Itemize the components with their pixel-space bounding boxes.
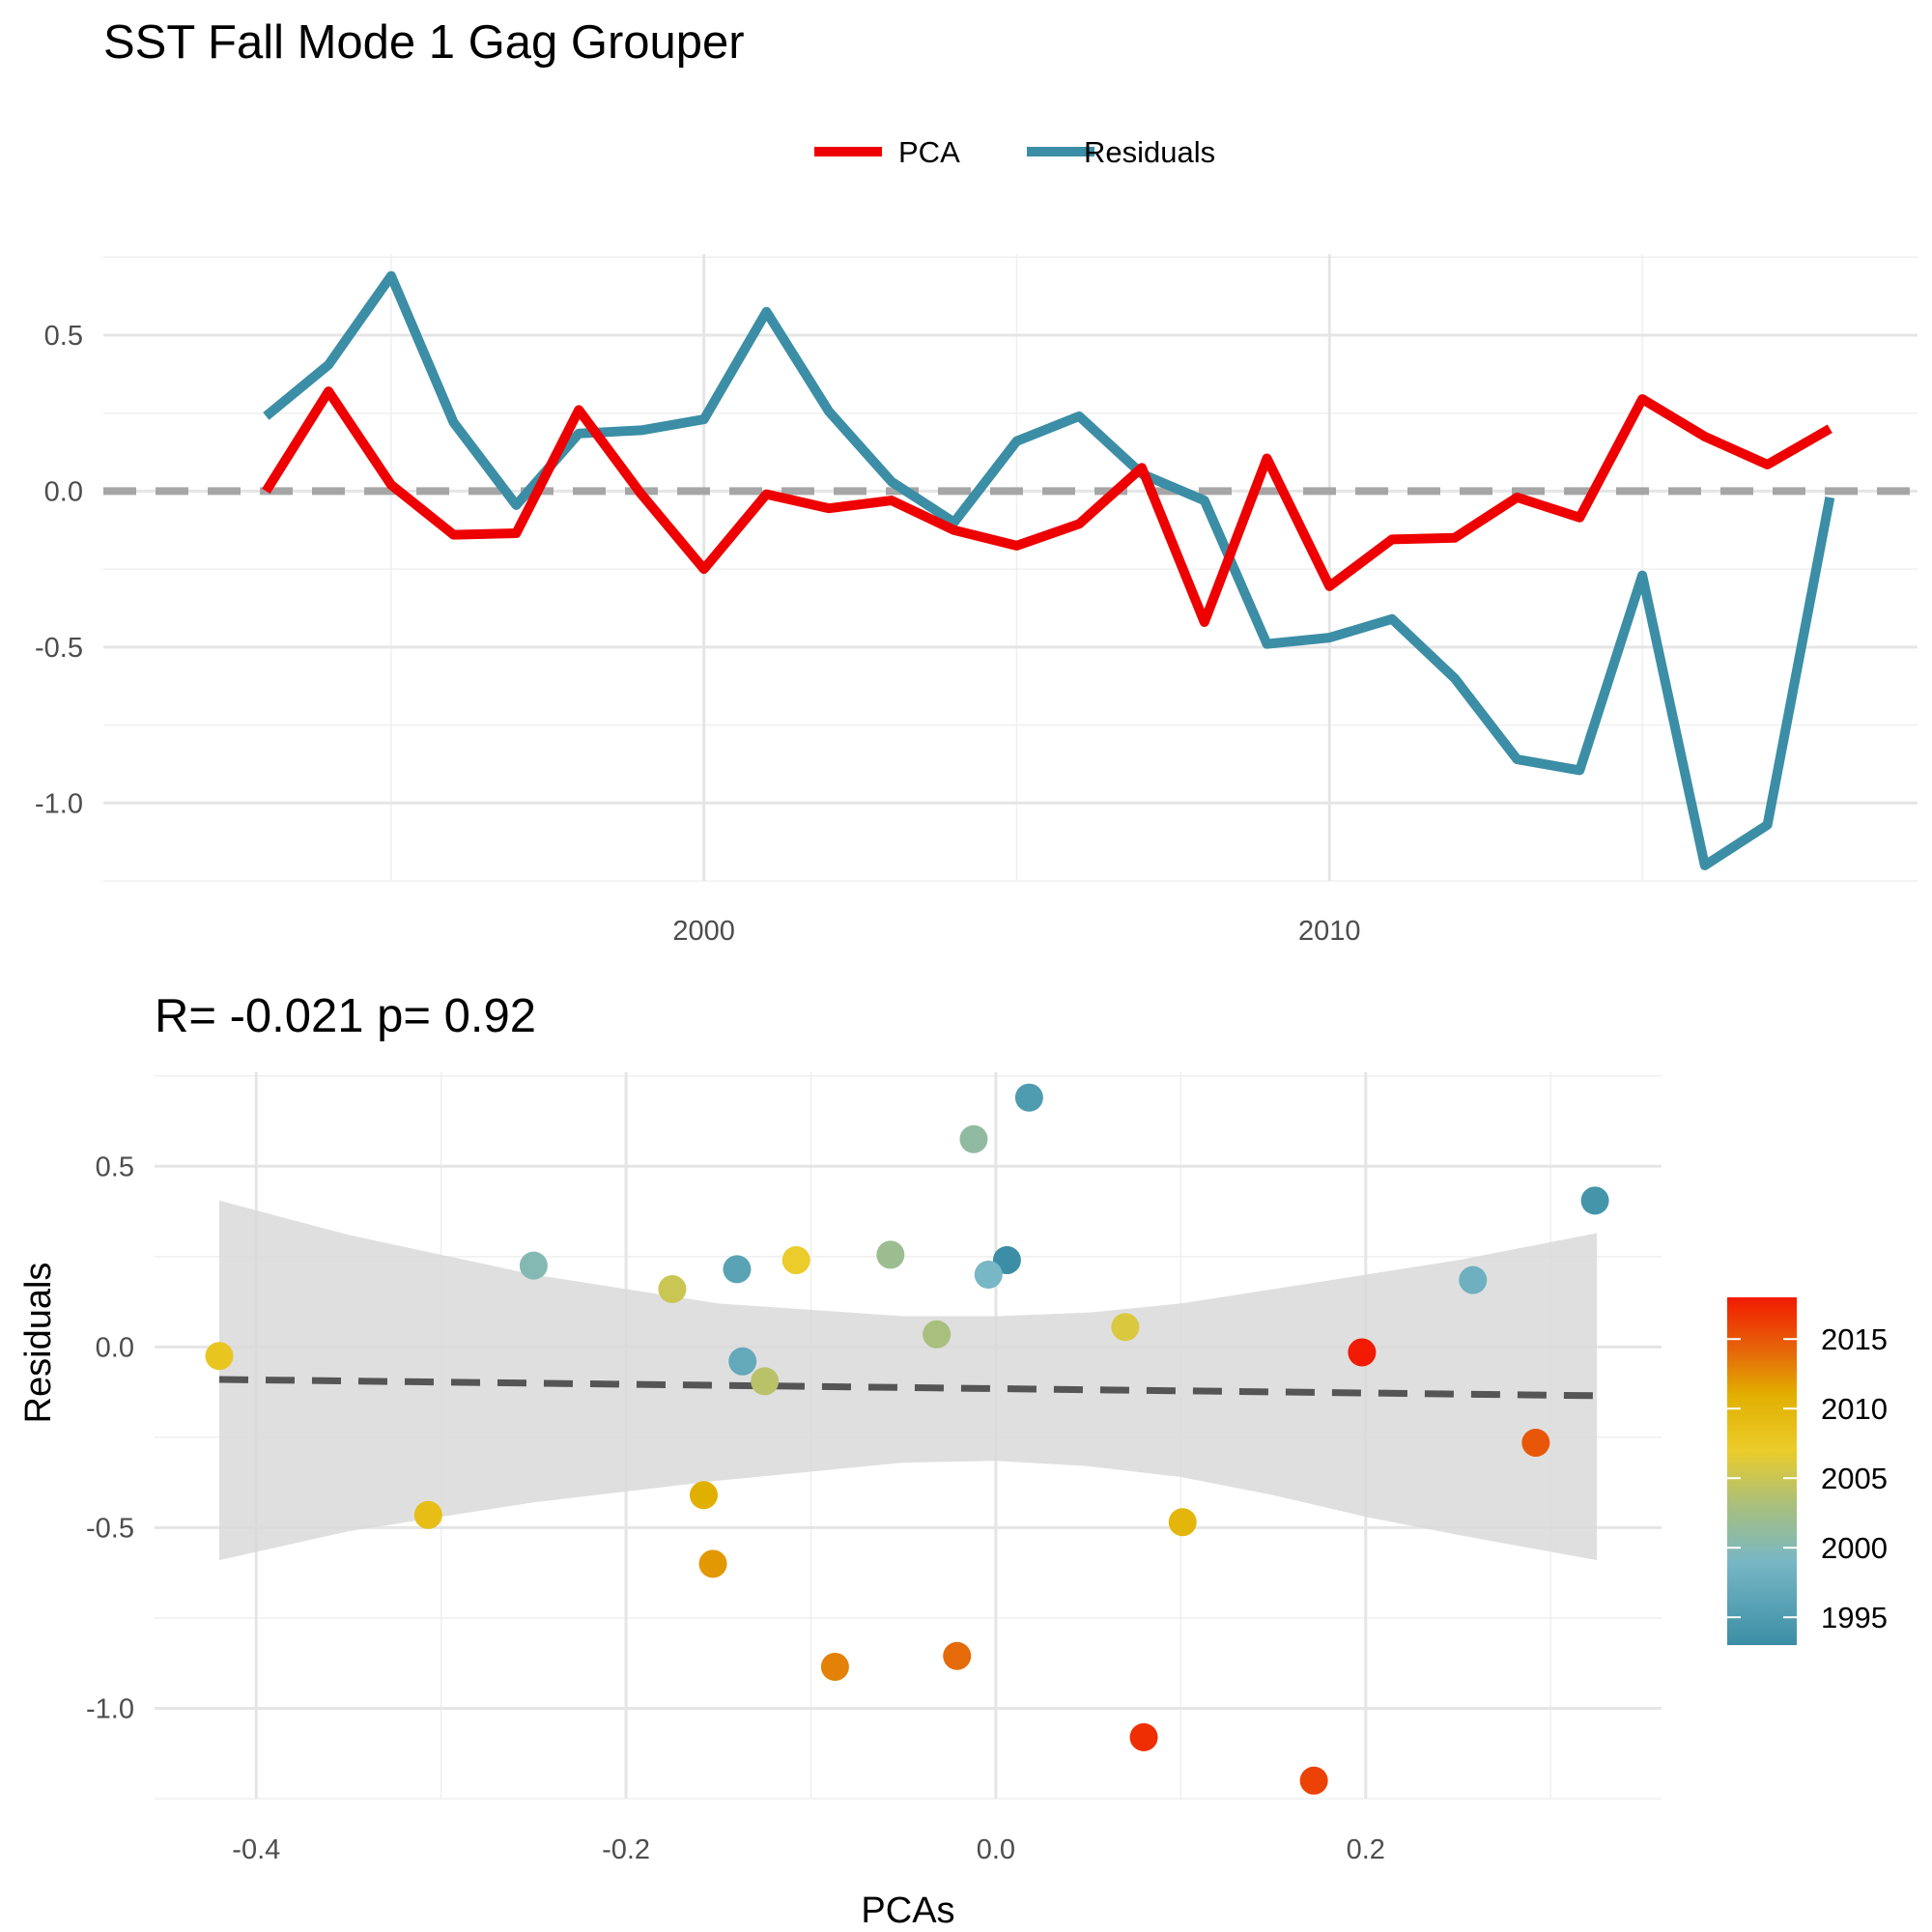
- confidence-band: [219, 1200, 1597, 1561]
- colorbar-tick-label: 2005: [1821, 1462, 1888, 1495]
- colorbar-gradient: [1727, 1297, 1797, 1645]
- colorbar-ticks: 1995 2000 2005 2010 2015: [1727, 1322, 1888, 1634]
- sc-y-tick-label: 0.5: [96, 1151, 134, 1182]
- series-line-pca: [262, 386, 1833, 627]
- scatter-point-2007: [781, 1246, 810, 1275]
- colorbar-tick-label: 2010: [1821, 1392, 1888, 1426]
- scatter-point-2004: [751, 1367, 780, 1396]
- y-axis-label: Residuals: [18, 1263, 59, 1424]
- scatter-point-2005: [658, 1274, 687, 1303]
- scatter-point-1996: [723, 1255, 752, 1284]
- sc-x-tick-label: 0.0: [977, 1834, 1015, 1865]
- scatter-point-2015: [1521, 1428, 1550, 1457]
- ts-y-tick-label: 0.5: [44, 321, 83, 352]
- scatter-point-2008: [205, 1342, 234, 1371]
- time-series-gridlines: [103, 254, 1918, 882]
- colorbar-tick-label: 1995: [1821, 1601, 1888, 1634]
- scatter-point-2011: [689, 1481, 718, 1510]
- colorbar-tick-label: 2000: [1821, 1531, 1888, 1565]
- year-colorbar: 1995 2000 2005 2010 2015: [1727, 1297, 1888, 1645]
- ts-y-tick-label: -0.5: [35, 633, 83, 664]
- sc-y-tick-label: -0.5: [86, 1513, 134, 1544]
- correlation-subtitle: R= -0.021 p= 0.92: [155, 990, 536, 1042]
- sc-x-tick-label: -0.4: [232, 1834, 280, 1865]
- legend-label-pca: PCA: [898, 135, 960, 169]
- scatter-point-2017: [1129, 1722, 1158, 1751]
- ts-y-tick-label: -1.0: [35, 788, 83, 819]
- scatter-point-2001: [959, 1124, 988, 1153]
- legend: PCA Residuals: [814, 135, 1215, 169]
- scatter-point-2014: [943, 1641, 972, 1670]
- sc-x-tick-label: 0.2: [1347, 1834, 1385, 1865]
- ts-x-tick-label: 2010: [1298, 916, 1361, 947]
- scatter-point-2009: [413, 1500, 442, 1529]
- confidence-band-area: [219, 1200, 1597, 1561]
- scatter-point-2006: [1111, 1313, 1140, 1342]
- time-series-lines: [262, 270, 1835, 870]
- x-axis-label: PCAs: [861, 1890, 954, 1931]
- scatter-point-2000: [519, 1251, 548, 1280]
- scatter-point-1999: [974, 1261, 1003, 1290]
- scatter-point-1997: [728, 1347, 757, 1376]
- scatter-point-1994: [1580, 1186, 1609, 1215]
- scatter-points: [205, 1083, 1609, 1795]
- scatter-point-2010: [1168, 1508, 1197, 1537]
- scatter-point-2016: [1299, 1766, 1328, 1795]
- sc-y-tick-label: -1.0: [86, 1693, 134, 1724]
- ts-y-tick-label: 0.0: [44, 476, 83, 507]
- scatter-point-2012: [698, 1549, 727, 1578]
- colorbar-tick-label: 2015: [1821, 1322, 1888, 1356]
- scatter-panel: 0.5 0.0 -0.5 -1.0 -0.4 -0.2 0.0 0.2 PCAs Resid…: [18, 1072, 1662, 1931]
- ts-x-tick-label: 2000: [672, 916, 735, 947]
- scatter-point-2003: [923, 1320, 952, 1349]
- scatter-point-2013: [820, 1652, 849, 1681]
- scatter-y-tick-labels: 0.5 0.0 -0.5 -1.0: [86, 1151, 134, 1724]
- scatter-point-1995: [1014, 1083, 1043, 1112]
- scatter-point-1998: [1459, 1265, 1488, 1294]
- chart-title: SST Fall Mode 1 Gag Grouper: [103, 16, 745, 69]
- time-series-x-tick-labels: 2000 2010: [672, 916, 1360, 947]
- time-series-panel: 0.5 0.0 -0.5 -1.0 2000 2010: [35, 254, 1918, 947]
- legend-label-residuals: Residuals: [1084, 135, 1215, 169]
- scatter-point-2002: [876, 1240, 905, 1269]
- sc-y-tick-label: 0.0: [96, 1332, 134, 1363]
- scatter-point-2018: [1348, 1338, 1377, 1367]
- series-line-residuals: [263, 270, 1835, 870]
- time-series-y-tick-labels: 0.5 0.0 -0.5 -1.0: [35, 321, 83, 819]
- scatter-x-tick-labels: -0.4 -0.2 0.0 0.2: [232, 1834, 1385, 1865]
- sc-x-tick-label: -0.2: [602, 1834, 650, 1865]
